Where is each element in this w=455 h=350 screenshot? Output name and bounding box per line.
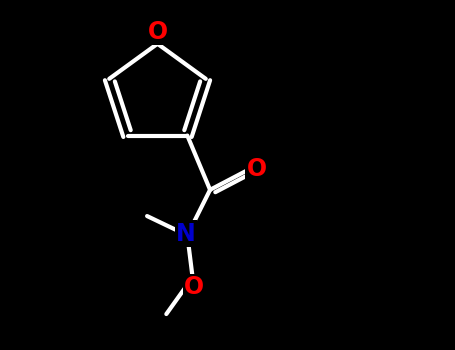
Text: O: O bbox=[147, 20, 167, 44]
Text: O: O bbox=[184, 275, 204, 299]
Text: N: N bbox=[176, 222, 196, 246]
Text: O: O bbox=[247, 157, 267, 181]
